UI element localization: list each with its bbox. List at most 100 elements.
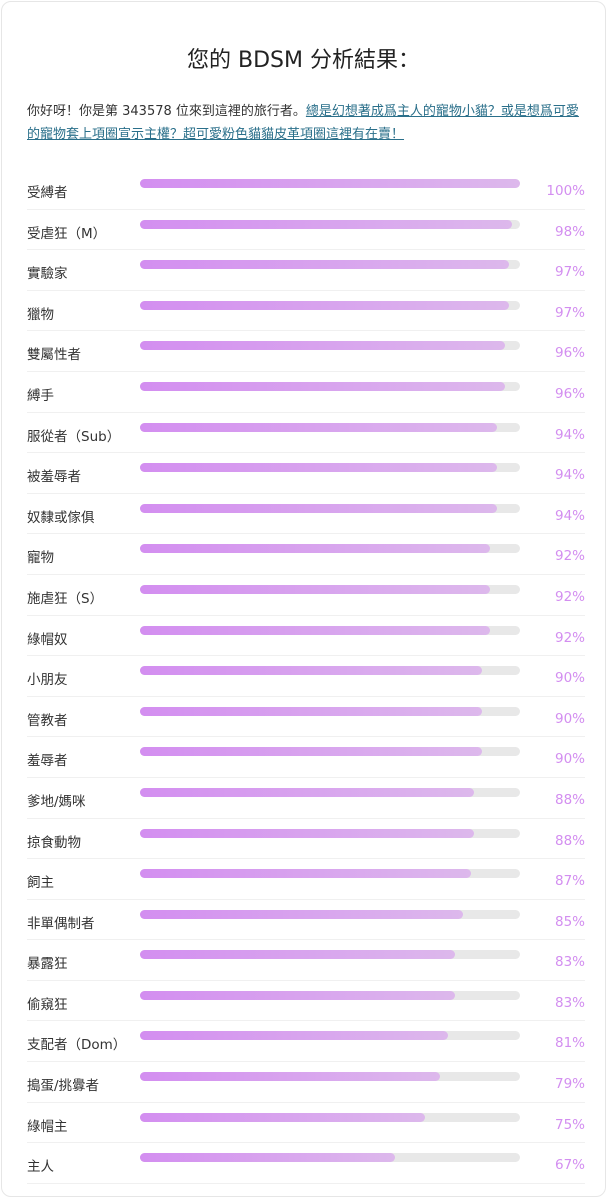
value-label: 97%	[554, 304, 585, 321]
bar-track	[140, 747, 520, 757]
value-label: 92%	[554, 629, 585, 646]
bar	[140, 503, 498, 513]
bar	[140, 179, 520, 188]
category-label: 主人	[27, 1159, 54, 1176]
value-label: 92%	[554, 588, 585, 605]
category-label: 綠帽奴	[27, 631, 68, 648]
value-label: 83%	[554, 954, 585, 971]
bar	[140, 544, 490, 554]
category-label: 管教者	[27, 712, 68, 729]
bar-row: 獵物 97%	[27, 291, 585, 332]
category-label: 偷窺狂	[27, 996, 68, 1013]
value-label: 81%	[554, 1035, 585, 1052]
category-label: 奴隸或傢俱	[27, 509, 95, 526]
category-label: 飼主	[27, 875, 54, 892]
bar-track	[140, 1112, 520, 1122]
value-label: 88%	[554, 832, 585, 849]
bar-track	[140, 544, 520, 554]
bar-row: 奴隸或傢俱 94%	[27, 494, 585, 535]
bar	[140, 787, 475, 797]
bar	[140, 1153, 395, 1163]
bar-track	[140, 219, 520, 229]
bar-track	[140, 381, 520, 391]
bar-row: 被羞辱者 94%	[27, 453, 585, 494]
bar	[140, 909, 463, 919]
category-label: 非單偶制者	[27, 915, 95, 932]
bar-row: 縛手 96%	[27, 372, 585, 413]
bar	[140, 1072, 441, 1082]
bar-row: 暴露狂 83%	[27, 940, 585, 981]
bar-row: 小朋友 90%	[27, 656, 585, 697]
bar-track	[140, 990, 520, 1000]
bar	[140, 625, 490, 635]
bar-track	[140, 706, 520, 716]
bar-row: 雙屬性者 96%	[27, 331, 585, 372]
bar-track	[140, 666, 520, 676]
category-label: 獵物	[27, 306, 54, 323]
subtitle: 你好呀！你是第 343578 位來到這裡的旅行者。	[27, 104, 306, 119]
value-label: 87%	[554, 873, 585, 890]
value-label: 94%	[554, 467, 585, 484]
bar	[140, 666, 482, 676]
bar-row: 服從者（Sub） 94%	[27, 413, 585, 454]
bar-track	[140, 179, 520, 188]
chart-title: 您的 BDSM 分析結果：	[187, 48, 420, 73]
value-label: 79%	[554, 1076, 585, 1093]
category-label: 暴露狂	[27, 956, 68, 973]
bar	[140, 990, 456, 1000]
category-label: 施虐狂（S）	[27, 590, 104, 607]
value-label: 96%	[554, 345, 585, 362]
bar	[140, 584, 490, 594]
bar	[140, 950, 456, 960]
promo-link[interactable]: 總是幻想著成爲主人的寵物小貓？或是想爲可愛的寵物套上項圈宣示主權？超可愛粉色貓貓…	[27, 104, 579, 142]
category-label: 綠帽主	[27, 1118, 68, 1135]
category-label: 支配者（Dom）	[27, 1037, 127, 1054]
bar-row: 管教者 90%	[27, 697, 585, 738]
bar	[140, 1112, 425, 1122]
bar-track	[140, 463, 520, 473]
bar-track	[140, 869, 520, 879]
value-label: 85%	[554, 913, 585, 930]
value-label: 90%	[554, 710, 585, 727]
category-label: 縛手	[27, 387, 54, 404]
bar-track	[140, 584, 520, 594]
bar-track	[140, 950, 520, 960]
bar	[140, 422, 498, 432]
bar	[140, 747, 482, 757]
bar-row: 羞辱者 90%	[27, 737, 585, 778]
value-label: 90%	[554, 670, 585, 687]
value-label: 75%	[554, 1116, 585, 1133]
category-label: 受縛者	[27, 185, 68, 201]
bar-track	[140, 503, 520, 513]
value-label: 88%	[554, 791, 585, 808]
bar	[140, 219, 513, 229]
value-label: 96%	[554, 385, 585, 402]
bar-row: 受縛者 100%	[27, 169, 585, 210]
bar-row: 寵物 92%	[27, 534, 585, 575]
bar-row: 偷窺狂 83%	[27, 981, 585, 1022]
bar-track	[140, 1031, 520, 1041]
bar-track	[140, 260, 520, 270]
bar	[140, 260, 509, 270]
value-label: 92%	[554, 548, 585, 565]
intro: 你好呀！你是第 343578 位來到這裡的旅行者。總是幻想著成爲主人的寵物小貓？…	[27, 100, 587, 146]
bar-track	[140, 828, 520, 838]
bar	[140, 463, 498, 473]
bar-row: 飼主 87%	[27, 859, 585, 900]
category-label: 寵物	[27, 550, 54, 567]
value-label: 90%	[554, 751, 585, 768]
bar-row: 掠食動物 88%	[27, 819, 585, 860]
value-label: 97%	[554, 264, 585, 281]
bar-track	[140, 1153, 520, 1163]
bar-list: 受縛者 100% 受虐狂（M） 98% 實驗家 97% 獵物 97% 雙屬性者 96% 縛手 96% 服…	[27, 169, 585, 1184]
bar-row: 綠帽奴 92%	[27, 616, 585, 657]
bar-track	[140, 1072, 520, 1082]
category-label: 被羞辱者	[27, 469, 81, 486]
bar-row: 主人 67%	[27, 1143, 585, 1184]
value-label: 98%	[554, 223, 585, 240]
category-label: 小朋友	[27, 672, 68, 689]
bar-row: 施虐狂（S） 92%	[27, 575, 585, 616]
category-label: 羞辱者	[27, 753, 68, 770]
